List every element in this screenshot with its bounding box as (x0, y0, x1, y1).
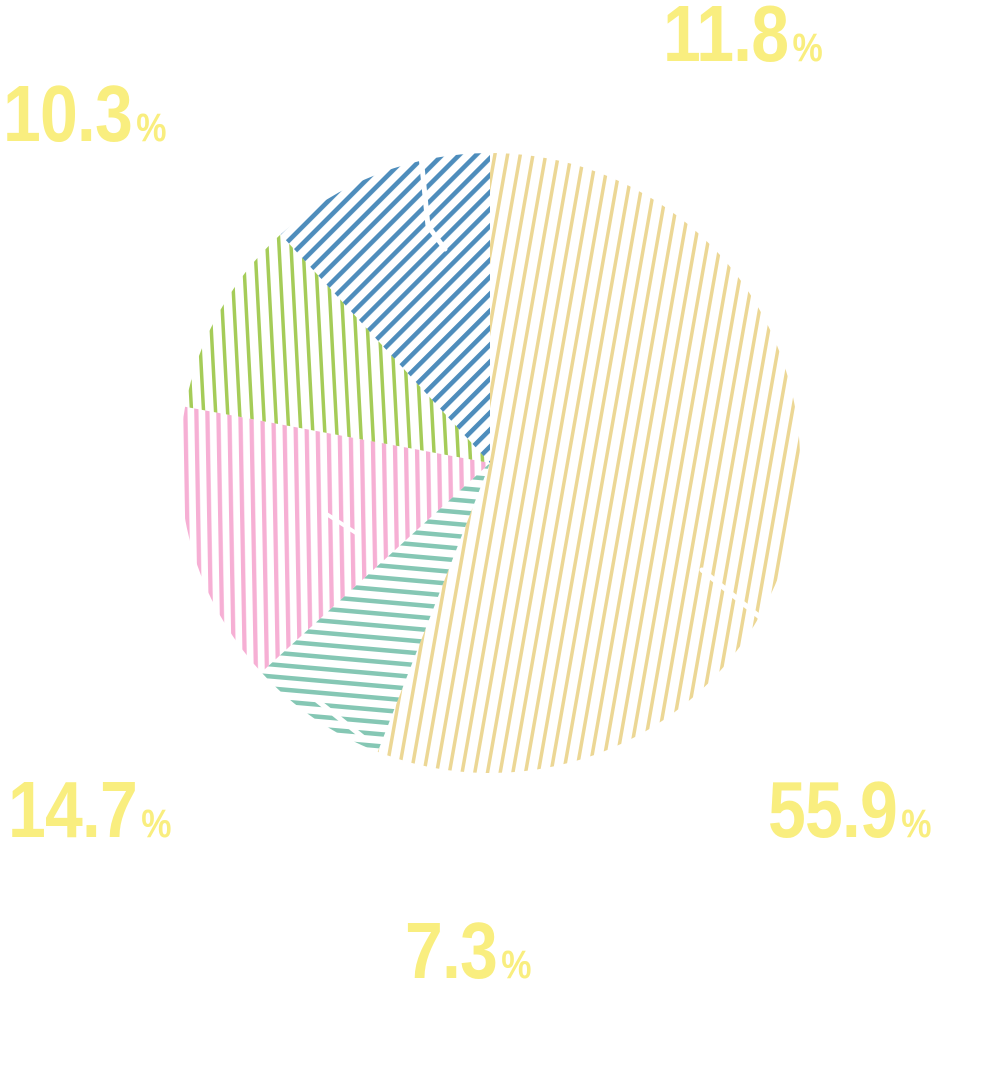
pie-label-value: 55.9 (768, 765, 898, 854)
percent-sign: % (136, 106, 167, 150)
label-leader-line (418, 153, 448, 252)
pie-label-segment-1: 55.9% (768, 770, 931, 850)
percent-sign: % (792, 26, 823, 70)
pie-slice-4 (185, 234, 490, 463)
percent-sign: % (901, 802, 932, 846)
pie-label-segment-5: 11.8% (663, 0, 823, 74)
pie-label-value: 7.3 (405, 906, 498, 995)
pie-slice-5 (280, 152, 490, 463)
label-leader-line (311, 695, 367, 741)
label-leader-line (323, 511, 358, 535)
pie-label-value: 14.7 (8, 765, 138, 854)
pie-label-segment-4: 10.3% (3, 74, 166, 154)
pie-slice-1 (377, 152, 801, 773)
pie-label-value: 11.8 (663, 0, 789, 78)
pie-label-segment-3: 14.7% (8, 770, 171, 850)
pie-label-segment-2: 7.3% (405, 911, 531, 991)
percent-sign: % (501, 943, 532, 987)
percent-sign: % (141, 802, 172, 846)
pie-label-value: 10.3 (3, 69, 133, 158)
label-leader-line (699, 567, 791, 643)
pie-slice-2 (261, 463, 490, 752)
pie-slice-3 (179, 406, 490, 673)
